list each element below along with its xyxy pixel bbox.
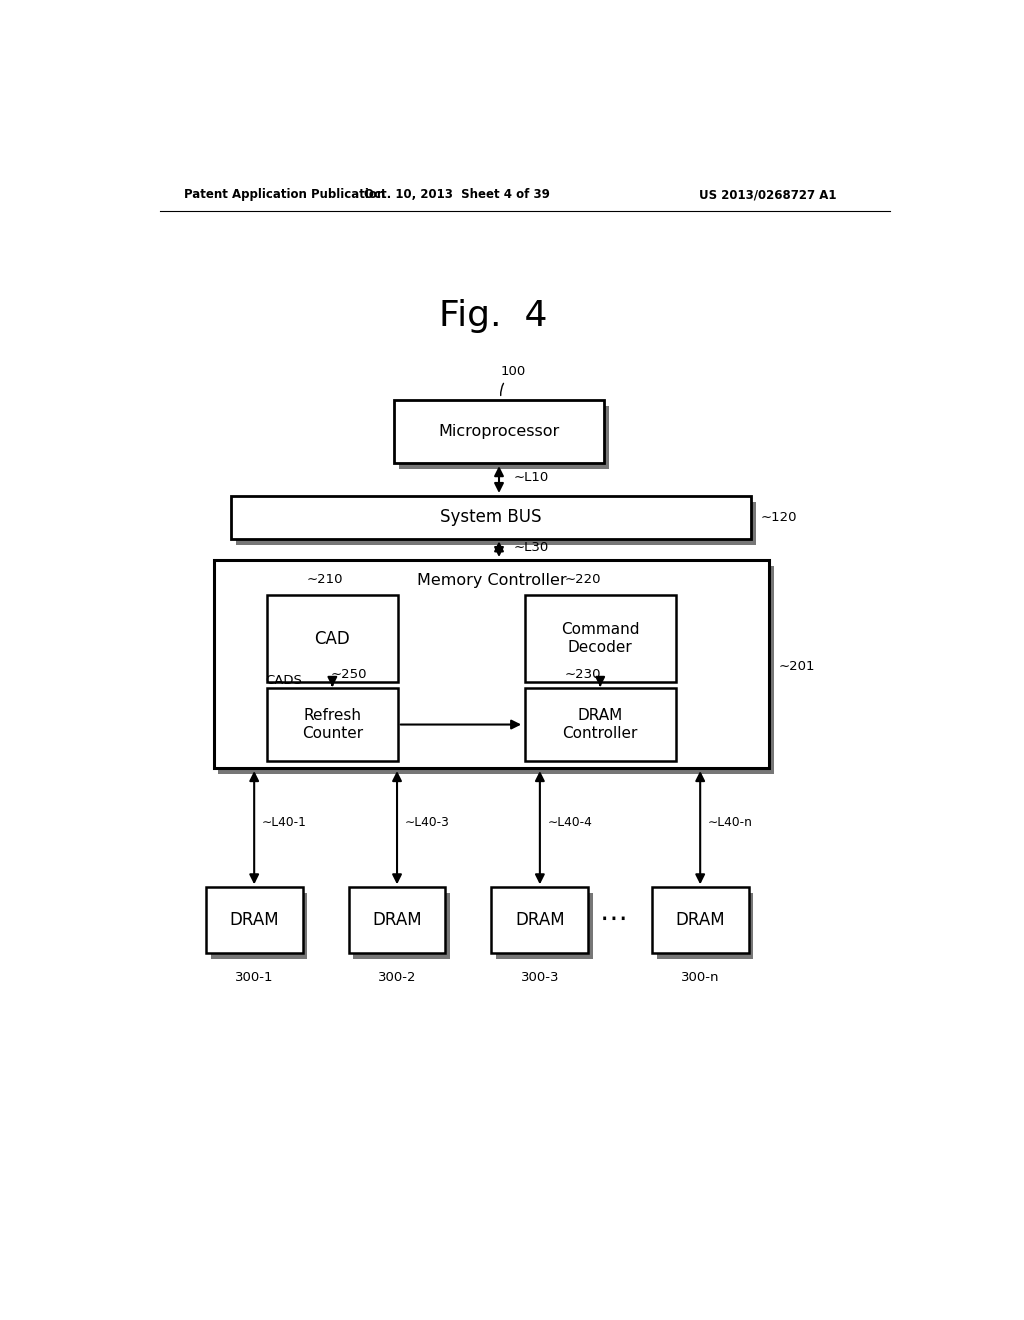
Bar [206, 887, 303, 953]
Bar [353, 894, 451, 960]
Bar [267, 595, 397, 682]
Text: ∼230: ∼230 [564, 668, 601, 681]
Text: CAD: CAD [314, 630, 350, 648]
Text: US 2013/0268727 A1: US 2013/0268727 A1 [699, 189, 837, 202]
Text: ∼120: ∼120 [761, 511, 797, 524]
Bar [231, 496, 751, 539]
Text: ∼L40-n: ∼L40-n [709, 816, 753, 829]
Text: DRAM
Controller: DRAM Controller [562, 709, 638, 741]
Text: DRAM: DRAM [515, 911, 564, 929]
Text: Command
Decoder: Command Decoder [561, 623, 639, 655]
Text: ∼L40-3: ∼L40-3 [404, 816, 450, 829]
Text: ∼201: ∼201 [778, 660, 815, 673]
Bar [529, 602, 680, 688]
Bar [348, 887, 445, 953]
Bar [214, 560, 769, 768]
Text: Memory Controller: Memory Controller [417, 573, 566, 587]
Text: ∼L40-1: ∼L40-1 [262, 816, 307, 829]
Text: ∼220: ∼220 [564, 573, 601, 586]
Bar [271, 694, 402, 767]
Bar [529, 694, 680, 767]
Bar [524, 595, 676, 682]
Bar [492, 887, 589, 953]
Text: Oct. 10, 2013  Sheet 4 of 39: Oct. 10, 2013 Sheet 4 of 39 [365, 189, 550, 202]
Text: ∼L10: ∼L10 [513, 471, 549, 484]
Bar [211, 894, 307, 960]
Text: 300-3: 300-3 [520, 972, 559, 985]
Text: ∼250: ∼250 [331, 668, 367, 681]
Bar [497, 894, 593, 960]
Text: Patent Application Publication: Patent Application Publication [183, 189, 385, 202]
Bar [218, 566, 774, 775]
Text: 300-2: 300-2 [378, 972, 417, 985]
Bar [524, 688, 676, 762]
Bar [267, 688, 397, 762]
Text: 300-1: 300-1 [234, 972, 273, 985]
Text: ∼210: ∼210 [306, 573, 343, 586]
Text: 100: 100 [501, 364, 525, 378]
Text: Fig.  4: Fig. 4 [439, 298, 547, 333]
Bar [398, 407, 609, 470]
Bar [236, 502, 756, 545]
Text: ∼L30: ∼L30 [513, 541, 549, 553]
Bar [271, 602, 402, 688]
Text: 300-n: 300-n [681, 972, 720, 985]
Text: CADS: CADS [265, 675, 302, 688]
Text: DRAM: DRAM [372, 911, 422, 929]
Text: ⋯: ⋯ [600, 904, 628, 933]
Text: ∼L40-4: ∼L40-4 [548, 816, 593, 829]
Text: Refresh
Counter: Refresh Counter [302, 709, 362, 741]
Text: DRAM: DRAM [229, 911, 279, 929]
Bar [656, 894, 754, 960]
Bar [652, 887, 749, 953]
Text: System BUS: System BUS [440, 508, 542, 527]
Text: Microprocessor: Microprocessor [438, 424, 560, 440]
Text: DRAM: DRAM [676, 911, 725, 929]
Bar [394, 400, 604, 463]
